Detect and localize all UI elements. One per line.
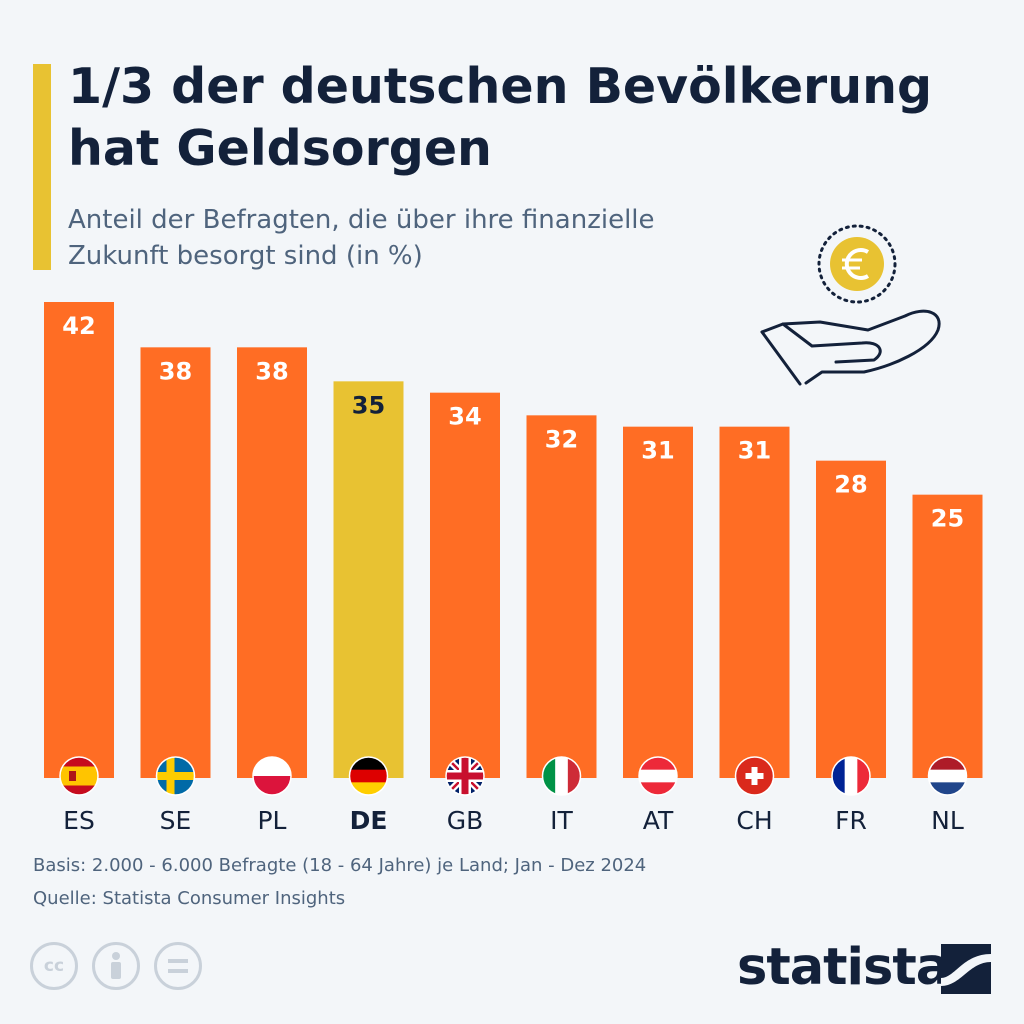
footnote-basis: Basis: 2.000 - 6.000 Befragte (18 - 64 J… <box>33 855 647 876</box>
bar-pl <box>237 347 307 778</box>
category-label-nl: NL <box>931 806 964 835</box>
value-label-fr: 28 <box>834 471 867 499</box>
page-subtitle: Anteil der Befragten, die über ihre fina… <box>68 205 655 271</box>
bar-gb <box>430 392 500 778</box>
value-label-gb: 34 <box>448 403 481 431</box>
bar-fr <box>816 460 886 778</box>
flag-fr-icon <box>831 756 871 796</box>
bar-de <box>333 381 404 778</box>
category-label-it: IT <box>550 806 573 835</box>
category-label-es: ES <box>63 806 95 835</box>
flag-de-icon <box>348 756 389 796</box>
flag-pl-icon <box>252 756 292 796</box>
value-label-es: 42 <box>62 312 95 340</box>
flag-at-icon <box>638 756 678 796</box>
flag-ch-icon <box>734 756 775 796</box>
bar-es <box>44 302 114 778</box>
flag-se-icon <box>155 756 196 796</box>
category-label-fr: FR <box>835 806 867 835</box>
category-label-pl: PL <box>257 806 286 835</box>
value-label-pl: 38 <box>255 357 288 385</box>
by-person-icon <box>92 942 140 990</box>
value-label-nl: 25 <box>931 505 964 533</box>
value-label-at: 31 <box>641 437 674 465</box>
euro-coin-icon <box>817 224 897 304</box>
cc-icon-label: cc <box>43 956 65 976</box>
footnote-source: Quelle: Statista Consumer Insights <box>33 888 346 909</box>
value-label-se: 38 <box>159 357 192 385</box>
bar-ch <box>719 426 790 778</box>
statista-logo-mark <box>941 944 991 994</box>
accent-bar <box>33 64 51 270</box>
page-title: 1/3 der deutschen Bevölkerung hat Geldso… <box>68 58 933 177</box>
statista-logo: statista <box>737 938 950 997</box>
flag-es-icon <box>59 756 99 796</box>
cc-icon: cc <box>30 942 78 990</box>
category-label-at: AT <box>643 806 674 835</box>
open-hand-icon <box>760 309 941 386</box>
category-label-se: SE <box>160 806 192 835</box>
bar-nl <box>912 494 983 778</box>
bar-se <box>140 347 211 778</box>
value-label-it: 32 <box>545 425 578 453</box>
bar-at <box>623 426 693 778</box>
category-label-de: DE <box>350 806 388 835</box>
flag-nl-icon <box>927 756 968 796</box>
flag-gb-icon <box>445 756 485 796</box>
category-label-gb: GB <box>447 806 484 835</box>
flag-it-icon <box>541 756 582 796</box>
value-label-de: 35 <box>352 391 385 419</box>
bar-it <box>526 415 597 778</box>
license-icons: cc <box>30 942 210 998</box>
value-label-ch: 31 <box>738 437 771 465</box>
nd-equals-icon <box>154 942 202 990</box>
category-label-ch: CH <box>736 806 772 835</box>
